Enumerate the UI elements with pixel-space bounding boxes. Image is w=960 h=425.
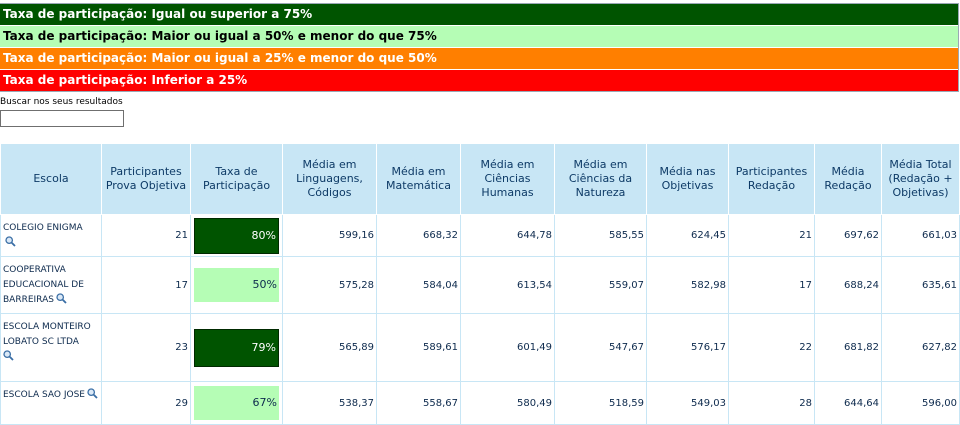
- matematica-cell: 589,61: [376, 313, 461, 382]
- taxa-cell: 50%: [190, 256, 283, 314]
- objetivas-cell: 549,03: [646, 381, 729, 425]
- header-objetivas[interactable]: Média nas Objetivas: [646, 143, 729, 215]
- participantes-redacao-cell: 17: [728, 256, 815, 314]
- participation-legend: Taxa de participação: Igual ou superior …: [0, 3, 959, 92]
- escola-cell: ESCOLA MONTEIRO LOBATO SC LTDA: [0, 313, 102, 382]
- taxa-badge: 79%: [194, 328, 279, 367]
- header-escola[interactable]: Escola: [0, 143, 102, 215]
- legend-high: Taxa de participação: Igual ou superior …: [0, 4, 958, 25]
- redacao-cell: 688,24: [814, 256, 882, 314]
- objetivas-cell: 576,17: [646, 313, 729, 382]
- header-redacao[interactable]: Média Redação: [814, 143, 882, 215]
- table-row: ESCOLA MONTEIRO LOBATO SC LTDA 23 79% 56…: [0, 313, 960, 382]
- humanas-cell: 601,49: [460, 313, 555, 382]
- humanas-cell: 644,78: [460, 214, 555, 257]
- linguagens-cell: 599,16: [282, 214, 377, 257]
- table-row: COOPERATIVA EDUCACIONAL DE BARREIRAS 17 …: [0, 256, 960, 314]
- total-cell: 596,00: [881, 381, 960, 425]
- taxa-badge: 50%: [194, 268, 279, 302]
- search-input[interactable]: [0, 110, 124, 127]
- escola-cell: ESCOLA SAO JOSE: [0, 381, 102, 425]
- escola-name: ESCOLA SAO JOSE: [3, 390, 85, 400]
- natureza-cell: 518,59: [554, 381, 647, 425]
- total-cell: 635,61: [881, 256, 960, 314]
- objetivas-cell: 582,98: [646, 256, 729, 314]
- objetivas-cell: 624,45: [646, 214, 729, 257]
- participantes-cell: 17: [101, 256, 191, 314]
- natureza-cell: 585,55: [554, 214, 647, 257]
- header-participantes-redacao[interactable]: Participantes Redação: [728, 143, 815, 215]
- linguagens-cell: 575,28: [282, 256, 377, 314]
- taxa-cell: 67%: [190, 381, 283, 425]
- matematica-cell: 668,32: [376, 214, 461, 257]
- participantes-cell: 29: [101, 381, 191, 425]
- natureza-cell: 559,07: [554, 256, 647, 314]
- total-cell: 627,82: [881, 313, 960, 382]
- escola-cell: COLEGIO ENIGMA: [0, 214, 102, 257]
- table-row: COLEGIO ENIGMA 21 80% 599,16 668,32 644,…: [0, 214, 960, 257]
- table-row: ESCOLA SAO JOSE 29 67% 538,37 558,67 580…: [0, 381, 960, 425]
- magnifier-icon[interactable]: [5, 236, 16, 247]
- header-total[interactable]: Média Total (Redação + Objetivas): [881, 143, 960, 215]
- taxa-cell: 80%: [190, 214, 283, 257]
- natureza-cell: 547,67: [554, 313, 647, 382]
- escola-name: ESCOLA MONTEIRO LOBATO SC LTDA: [3, 322, 91, 347]
- total-cell: 661,03: [881, 214, 960, 257]
- redacao-cell: 644,64: [814, 381, 882, 425]
- matematica-cell: 584,04: [376, 256, 461, 314]
- redacao-cell: 697,62: [814, 214, 882, 257]
- escola-name: COLEGIO ENIGMA: [3, 223, 83, 233]
- results-table: Escola Participantes Prova Objetiva Taxa…: [0, 143, 960, 425]
- header-humanas[interactable]: Média em Ciências Humanas: [460, 143, 555, 215]
- participantes-redacao-cell: 22: [728, 313, 815, 382]
- participantes-redacao-cell: 28: [728, 381, 815, 425]
- escola-cell: COOPERATIVA EDUCACIONAL DE BARREIRAS: [0, 256, 102, 314]
- linguagens-cell: 538,37: [282, 381, 377, 425]
- redacao-cell: 681,82: [814, 313, 882, 382]
- participantes-cell: 23: [101, 313, 191, 382]
- taxa-badge: 67%: [194, 386, 279, 420]
- humanas-cell: 613,54: [460, 256, 555, 314]
- legend-low: Taxa de participação: Inferior a 25%: [0, 70, 958, 91]
- linguagens-cell: 565,89: [282, 313, 377, 382]
- header-linguagens[interactable]: Média em Linguagens, Códigos: [282, 143, 377, 215]
- legend-mid-high: Taxa de participação: Maior ou igual a 5…: [0, 26, 958, 47]
- header-natureza[interactable]: Média em Ciências da Natureza: [554, 143, 647, 215]
- search-label: Buscar nos seus resultados: [0, 97, 123, 107]
- table-header-row: Escola Participantes Prova Objetiva Taxa…: [0, 143, 960, 215]
- header-matematica[interactable]: Média em Matemática: [376, 143, 461, 215]
- humanas-cell: 580,49: [460, 381, 555, 425]
- legend-mid-low: Taxa de participação: Maior ou igual a 2…: [0, 48, 958, 69]
- header-taxa[interactable]: Taxa de Participação: [190, 143, 283, 215]
- magnifier-icon[interactable]: [87, 388, 98, 399]
- magnifier-icon[interactable]: [3, 350, 14, 361]
- escola-name: COOPERATIVA EDUCACIONAL DE BARREIRAS: [3, 265, 84, 305]
- header-participantes[interactable]: Participantes Prova Objetiva: [101, 143, 191, 215]
- taxa-cell: 79%: [190, 313, 283, 382]
- participantes-cell: 21: [101, 214, 191, 257]
- taxa-badge: 80%: [194, 217, 279, 254]
- matematica-cell: 558,67: [376, 381, 461, 425]
- participantes-redacao-cell: 21: [728, 214, 815, 257]
- magnifier-icon[interactable]: [56, 293, 67, 304]
